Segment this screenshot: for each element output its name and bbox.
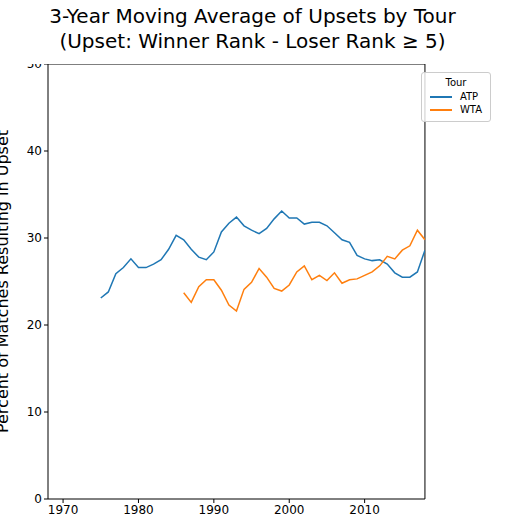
html-text:ATP: ATP bbox=[459, 91, 479, 102]
svg-text:20: 20 bbox=[27, 318, 42, 332]
svg-text:50: 50 bbox=[27, 64, 42, 71]
svg-text:1970: 1970 bbox=[48, 503, 79, 517]
svg-text:2010: 2010 bbox=[349, 503, 380, 517]
html-text:WTA: WTA bbox=[459, 104, 482, 115]
svg-text:Percent of Matches Resulting i: Percent of Matches Resulting in Upset bbox=[8, 130, 12, 433]
html-text:Tour: Tour bbox=[445, 77, 467, 88]
html-text:3-Year Moving Average of Upset: 3-Year Moving Average of Upsets by Tour bbox=[49, 4, 456, 28]
svg-text:1980: 1980 bbox=[123, 503, 154, 517]
svg-text:1990: 1990 bbox=[199, 503, 230, 517]
svg-text:0: 0 bbox=[34, 492, 42, 506]
svg-text:30: 30 bbox=[27, 231, 42, 245]
svg-text:40: 40 bbox=[27, 144, 42, 158]
html-text:(Upset: Winner Rank - Loser Ra: (Upset: Winner Rank - Loser Rank ≥ 5) bbox=[59, 29, 446, 53]
svg-text:2000: 2000 bbox=[274, 503, 305, 517]
svg-text:10: 10 bbox=[27, 405, 42, 419]
